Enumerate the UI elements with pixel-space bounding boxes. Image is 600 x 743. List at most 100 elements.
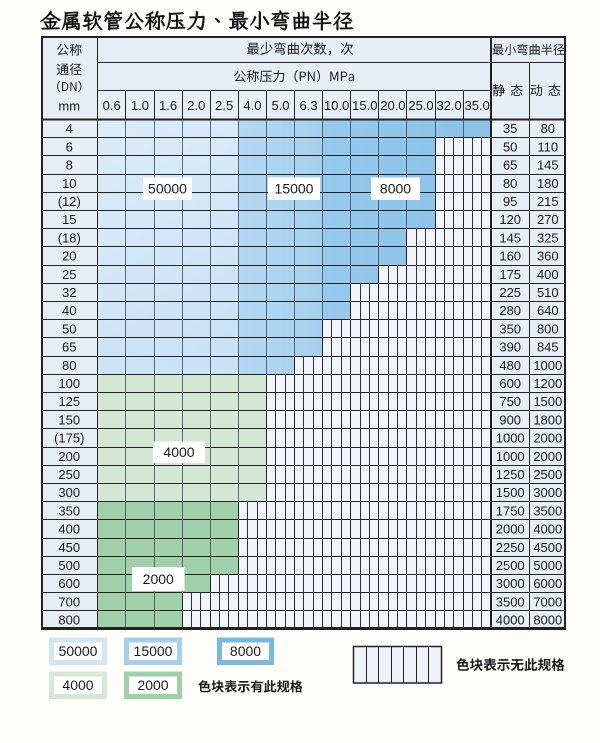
svg-text:1200: 1200 bbox=[533, 376, 562, 391]
svg-text:5000: 5000 bbox=[533, 558, 562, 573]
svg-text:32: 32 bbox=[62, 285, 76, 300]
svg-text:15: 15 bbox=[62, 212, 76, 227]
svg-text:8000: 8000 bbox=[380, 181, 411, 197]
svg-text:180: 180 bbox=[537, 176, 559, 191]
svg-text:350: 350 bbox=[58, 503, 80, 518]
svg-text:15000: 15000 bbox=[275, 181, 314, 197]
svg-text:325: 325 bbox=[537, 230, 559, 245]
svg-text:5.0: 5.0 bbox=[271, 98, 289, 113]
svg-text:700: 700 bbox=[58, 594, 80, 609]
svg-text:100: 100 bbox=[58, 376, 80, 391]
svg-text:2000: 2000 bbox=[533, 449, 562, 464]
svg-text:900: 900 bbox=[499, 412, 521, 427]
svg-text:2000: 2000 bbox=[137, 677, 168, 693]
svg-text:450: 450 bbox=[58, 540, 80, 555]
svg-text:300: 300 bbox=[58, 485, 80, 500]
svg-text:65: 65 bbox=[62, 340, 76, 355]
svg-text:2500: 2500 bbox=[496, 558, 525, 573]
svg-text:25: 25 bbox=[62, 267, 76, 282]
svg-text:50000: 50000 bbox=[148, 181, 187, 197]
svg-text:2.0: 2.0 bbox=[187, 98, 205, 113]
svg-text:280: 280 bbox=[499, 303, 521, 318]
svg-text:360: 360 bbox=[537, 249, 559, 264]
svg-text:1.6: 1.6 bbox=[159, 98, 177, 113]
svg-text:1000: 1000 bbox=[496, 449, 525, 464]
svg-text:500: 500 bbox=[58, 558, 80, 573]
svg-text:110: 110 bbox=[537, 139, 558, 154]
svg-text:250: 250 bbox=[58, 467, 80, 482]
svg-text:32.0: 32.0 bbox=[436, 98, 461, 113]
svg-text:(175): (175) bbox=[54, 431, 84, 446]
svg-text:510: 510 bbox=[537, 285, 559, 300]
svg-text:2000: 2000 bbox=[496, 522, 525, 537]
svg-text:270: 270 bbox=[537, 212, 559, 227]
svg-text:2000: 2000 bbox=[533, 431, 562, 446]
svg-text:350: 350 bbox=[499, 321, 521, 336]
svg-text:1.0: 1.0 bbox=[131, 98, 149, 113]
svg-text:600: 600 bbox=[499, 376, 521, 391]
svg-text:10: 10 bbox=[62, 176, 76, 191]
svg-text:400: 400 bbox=[537, 267, 559, 282]
svg-text:4000: 4000 bbox=[533, 522, 562, 537]
svg-text:50: 50 bbox=[503, 139, 517, 154]
svg-text:750: 750 bbox=[499, 394, 521, 409]
svg-text:20.0: 20.0 bbox=[380, 98, 405, 113]
svg-text:0.6: 0.6 bbox=[103, 98, 121, 113]
svg-text:80: 80 bbox=[541, 121, 555, 136]
svg-text:1500: 1500 bbox=[533, 394, 562, 409]
svg-text:600: 600 bbox=[58, 576, 80, 591]
svg-text:800: 800 bbox=[58, 613, 80, 628]
svg-text:20: 20 bbox=[62, 249, 76, 264]
svg-text:150: 150 bbox=[58, 412, 80, 427]
svg-text:225: 225 bbox=[499, 285, 521, 300]
svg-text:35.0: 35.0 bbox=[465, 98, 490, 113]
svg-text:400: 400 bbox=[58, 522, 80, 537]
svg-text:120: 120 bbox=[499, 212, 521, 227]
svg-text:3500: 3500 bbox=[496, 594, 525, 609]
svg-text:390: 390 bbox=[499, 340, 521, 355]
svg-text:(12): (12) bbox=[58, 194, 81, 209]
svg-text:480: 480 bbox=[499, 358, 521, 373]
svg-text:145: 145 bbox=[499, 230, 521, 245]
svg-text:4500: 4500 bbox=[533, 540, 562, 555]
svg-text:40: 40 bbox=[62, 303, 76, 318]
svg-text:4.0: 4.0 bbox=[243, 98, 261, 113]
svg-text:1750: 1750 bbox=[496, 503, 525, 518]
svg-text:25.0: 25.0 bbox=[408, 98, 433, 113]
svg-text:1000: 1000 bbox=[496, 431, 525, 446]
svg-text:200: 200 bbox=[58, 449, 80, 464]
svg-text:1500: 1500 bbox=[496, 485, 525, 500]
svg-text:175: 175 bbox=[499, 267, 521, 282]
svg-text:2000: 2000 bbox=[143, 571, 174, 587]
svg-text:8000: 8000 bbox=[533, 613, 562, 628]
svg-text:6: 6 bbox=[66, 139, 73, 154]
svg-text:80: 80 bbox=[503, 176, 517, 191]
svg-text:6.3: 6.3 bbox=[300, 98, 318, 113]
svg-text:2250: 2250 bbox=[496, 540, 525, 555]
svg-text:4: 4 bbox=[66, 121, 73, 136]
svg-text:7000: 7000 bbox=[533, 594, 562, 609]
svg-text:4000: 4000 bbox=[62, 677, 93, 693]
svg-text:2500: 2500 bbox=[533, 467, 562, 482]
svg-text:215: 215 bbox=[537, 194, 559, 209]
svg-text:845: 845 bbox=[537, 340, 559, 355]
svg-text:8: 8 bbox=[66, 158, 73, 173]
svg-text:10.0: 10.0 bbox=[324, 98, 349, 113]
svg-text:800: 800 bbox=[537, 321, 559, 336]
svg-text:6000: 6000 bbox=[533, 576, 562, 591]
svg-text:35: 35 bbox=[503, 121, 517, 136]
svg-text:50000: 50000 bbox=[59, 643, 98, 659]
svg-text:15.0: 15.0 bbox=[352, 98, 377, 113]
svg-text:145: 145 bbox=[537, 158, 559, 173]
svg-text:3000: 3000 bbox=[533, 485, 562, 500]
svg-text:2.5: 2.5 bbox=[215, 98, 233, 113]
svg-text:160: 160 bbox=[499, 249, 521, 264]
svg-text:640: 640 bbox=[537, 303, 559, 318]
svg-text:1250: 1250 bbox=[496, 467, 525, 482]
svg-text:mm: mm bbox=[58, 99, 80, 114]
svg-text:3500: 3500 bbox=[533, 503, 562, 518]
svg-text:4000: 4000 bbox=[163, 444, 194, 460]
svg-text:(18): (18) bbox=[58, 230, 81, 245]
svg-text:125: 125 bbox=[58, 394, 80, 409]
svg-text:3000: 3000 bbox=[496, 576, 525, 591]
